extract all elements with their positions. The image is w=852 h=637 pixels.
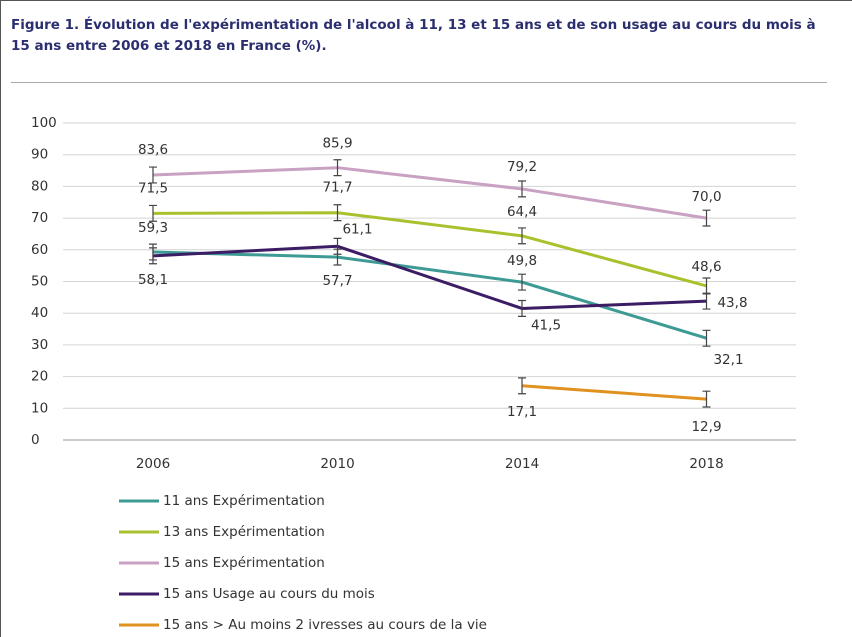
x-tick-label: 2006 xyxy=(136,456,170,472)
data-label: 49,8 xyxy=(507,253,537,269)
data-label: 71,5 xyxy=(138,180,168,196)
series-line xyxy=(152,166,707,220)
y-tick-label: 90 xyxy=(31,147,48,163)
data-label: 59,3 xyxy=(138,220,168,236)
error-bar xyxy=(518,299,526,317)
legend-label: 11 ans Expérimentation xyxy=(163,493,325,509)
chart-title: Figure 1. Évolution de l'expérimentation… xyxy=(11,17,816,54)
data-label: 58,1 xyxy=(138,272,168,288)
legend-label: 15 ans Expérimentation xyxy=(163,555,325,571)
data-label: 61,1 xyxy=(342,221,372,237)
y-tick-label: 100 xyxy=(31,115,57,131)
error-bar xyxy=(702,329,711,347)
y-tick-label: 20 xyxy=(31,369,48,385)
series-line xyxy=(152,250,707,340)
error-bar xyxy=(333,159,342,177)
series-line xyxy=(152,244,707,310)
data-label: 79,2 xyxy=(507,159,537,175)
y-tick-label: 50 xyxy=(31,274,48,290)
series-line xyxy=(521,384,707,401)
title-rule xyxy=(11,82,827,83)
data-label: 48,6 xyxy=(691,259,721,275)
error-bar xyxy=(149,247,157,265)
error-bar xyxy=(702,390,711,408)
legend-label: 15 ans Usage au cours du mois xyxy=(163,586,375,602)
y-tick-label: 10 xyxy=(31,400,48,416)
data-label: 71,7 xyxy=(322,180,352,196)
y-tick-label: 40 xyxy=(31,305,48,321)
error-bar xyxy=(518,180,526,198)
error-bar xyxy=(149,204,157,222)
data-label: 64,4 xyxy=(507,204,537,220)
y-tick-label: 60 xyxy=(31,242,48,258)
y-tick-label: 80 xyxy=(31,178,48,194)
y-tick-label: 70 xyxy=(31,210,48,226)
data-label: 85,9 xyxy=(322,136,352,152)
x-tick-label: 2010 xyxy=(320,456,354,472)
data-label: 83,6 xyxy=(138,142,168,158)
x-tick-label: 2018 xyxy=(689,456,723,472)
data-label: 70,0 xyxy=(691,189,721,205)
data-label: 41,5 xyxy=(531,317,561,333)
error-bar xyxy=(333,204,342,222)
error-bar xyxy=(518,377,526,395)
error-bar xyxy=(149,166,157,184)
error-bar xyxy=(702,292,711,310)
error-bar xyxy=(518,273,526,291)
x-tick-label: 2014 xyxy=(505,456,539,472)
error-bar xyxy=(518,227,526,245)
error-bar xyxy=(333,237,342,255)
data-label: 32,1 xyxy=(713,352,743,368)
data-label: 17,1 xyxy=(507,404,537,420)
error-bar xyxy=(702,209,711,227)
legend-label: 13 ans Expérimentation xyxy=(163,524,325,540)
y-tick-label: 30 xyxy=(31,337,48,353)
data-label: 43,8 xyxy=(717,295,747,311)
data-label: 12,9 xyxy=(691,419,721,435)
series-line xyxy=(152,211,707,288)
y-tick-label: 0 xyxy=(31,432,40,448)
legend-label: 15 ans > Au moins 2 ivresses au cours de… xyxy=(163,617,487,633)
data-label: 57,7 xyxy=(322,273,352,289)
